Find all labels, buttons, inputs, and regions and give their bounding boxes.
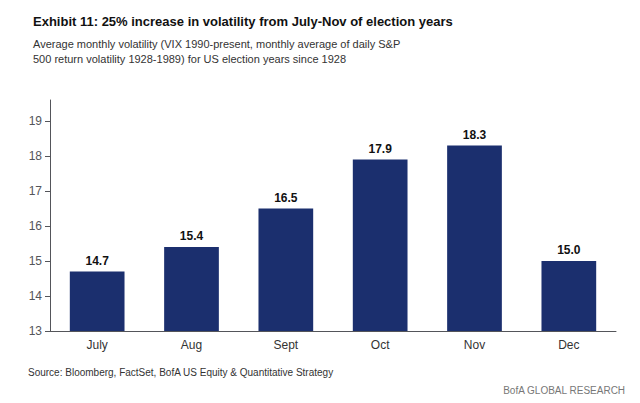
svg-text:Exhibit 11: 25% increase in vo: Exhibit 11: 25% increase in volatility f… <box>33 14 453 29</box>
svg-text:15: 15 <box>29 254 43 268</box>
svg-text:15.4: 15.4 <box>180 229 204 243</box>
svg-text:16: 16 <box>29 219 43 233</box>
svg-text:BofA GLOBAL RESEARCH: BofA GLOBAL RESEARCH <box>503 385 625 396</box>
svg-text:Aug: Aug <box>181 338 202 352</box>
svg-text:14.7: 14.7 <box>85 254 109 268</box>
svg-text:Average monthly volatility (VI: Average monthly volatility (VIX 1990-pre… <box>33 38 400 50</box>
svg-text:15.0: 15.0 <box>557 243 581 257</box>
svg-text:Nov: Nov <box>464 338 485 352</box>
svg-text:17.9: 17.9 <box>368 142 392 156</box>
svg-text:Oct: Oct <box>371 338 390 352</box>
svg-text:18.3: 18.3 <box>463 128 487 142</box>
svg-text:14: 14 <box>29 289 43 303</box>
svg-text:16.5: 16.5 <box>274 191 298 205</box>
svg-text:July: July <box>86 338 107 352</box>
svg-text:18: 18 <box>29 149 43 163</box>
svg-text:500 return volatility 1928-198: 500 return volatility 1928-1989) for US … <box>33 53 346 65</box>
svg-text:13: 13 <box>29 324 43 338</box>
svg-text:Source: Bloomberg, FactSet, Bo: Source: Bloomberg, FactSet, BofA US Equi… <box>28 367 333 378</box>
svg-text:Sept: Sept <box>273 338 298 352</box>
svg-text:19: 19 <box>29 114 43 128</box>
svg-text:Dec: Dec <box>558 338 579 352</box>
svg-text:17: 17 <box>29 184 43 198</box>
